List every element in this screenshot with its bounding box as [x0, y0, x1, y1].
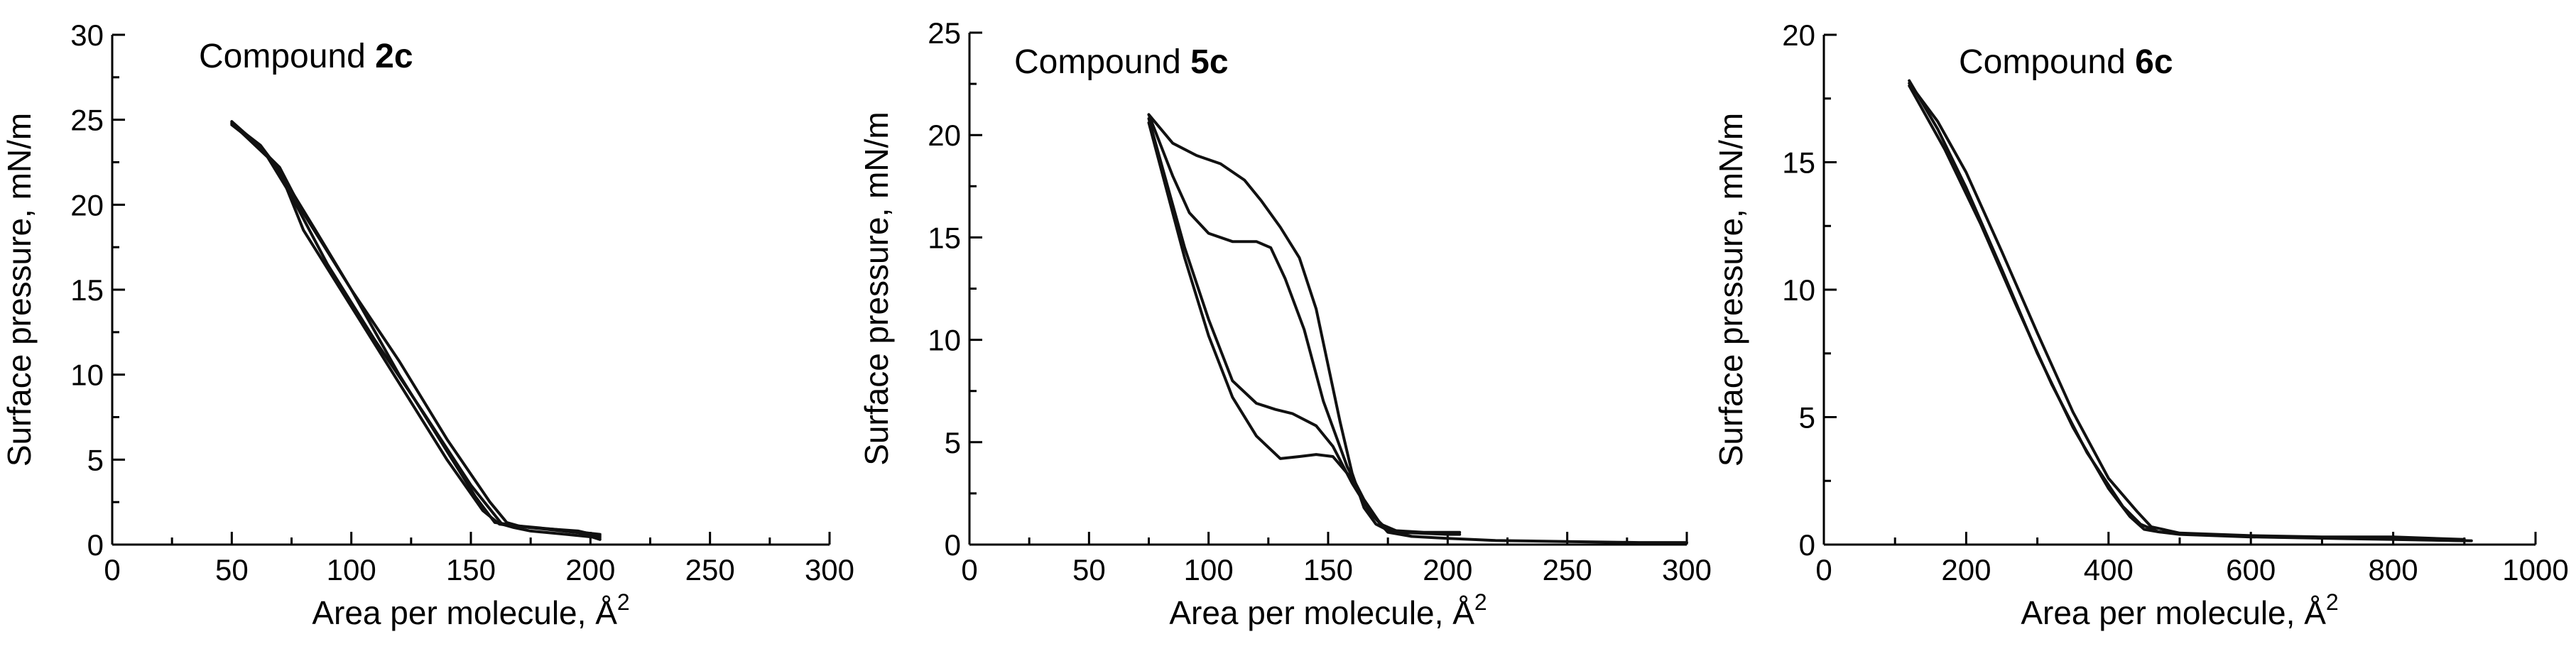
y-axis-title: Surface pressure, mN/m	[858, 111, 895, 465]
y-tick-label: 15	[928, 221, 961, 254]
y-tick-label: 15	[1782, 146, 1815, 180]
isotherm-curve-1	[1147, 113, 1462, 534]
y-tick-label: 10	[928, 324, 961, 357]
y-tick-label: 0	[945, 528, 961, 562]
x-tick-label: 150	[446, 553, 496, 586]
x-axis-title: Area per molecule, Å2	[2021, 589, 2338, 631]
x-tick-label: 100	[327, 553, 376, 586]
x-tick-label: 200	[1423, 553, 1472, 586]
y-tick-label: 5	[87, 443, 104, 476]
x-tick-label: 0	[1815, 553, 1832, 586]
y-tick-label: 20	[70, 188, 104, 222]
x-tick-label: 0	[104, 553, 120, 586]
chart-panel-1: 0 50 100 150 200 250 300 0 5 10 15 20 25 30 Area per m…	[1, 18, 854, 631]
x-tick-label: 150	[1303, 553, 1353, 586]
x-tick-label: 800	[2369, 553, 2418, 586]
isotherm-curve-5	[1410, 535, 1688, 545]
x-tick-label: 250	[1543, 553, 1592, 586]
y-tick-label: 25	[70, 104, 104, 137]
isotherm-curve-1	[1908, 79, 2466, 542]
y-tick-label: 15	[70, 273, 104, 307]
y-tick-label: 20	[1782, 18, 1815, 52]
x-tick-label: 250	[685, 553, 735, 586]
y-tick-label: 5	[945, 426, 961, 459]
y-tick-label: 0	[87, 528, 104, 562]
x-tick-label: 50	[1072, 553, 1106, 586]
isotherm-curve-4	[1147, 121, 1413, 538]
isotherm-curve-3	[1147, 117, 1413, 538]
y-axis-title: Surface pressure, mN/m	[1712, 113, 1749, 466]
y-axis-title: Surface pressure, mN/m	[1, 113, 38, 466]
x-tick-label: 1000	[2502, 553, 2568, 586]
panel-title: Compound 5c	[1014, 43, 1229, 81]
x-tick-label: 300	[805, 553, 854, 586]
y-tick-label: 20	[928, 119, 961, 152]
x-tick-label: 200	[1941, 553, 1991, 586]
isotherm-curve-3	[1908, 84, 2473, 542]
y-tick-label: 30	[70, 18, 104, 52]
x-tick-label: 100	[1184, 553, 1234, 586]
panel-title: Compound 6c	[1959, 43, 2173, 81]
x-tick-label: 200	[565, 553, 615, 586]
isotherm-curve-2	[1908, 82, 2466, 541]
chart-panel-2: 0 50 100 150 200 250 300 0 5 10 15 20 25 Area per mol…	[858, 16, 1712, 631]
x-tick-label: 600	[2226, 553, 2276, 586]
isotherm-curve-4	[230, 123, 602, 541]
y-tick-label: 0	[1799, 528, 1815, 562]
x-tick-label: 400	[2084, 553, 2134, 586]
y-tick-label: 5	[1799, 401, 1815, 435]
x-axis-title: Area per molecule, Å2	[1169, 589, 1487, 631]
x-tick-label: 0	[961, 553, 977, 586]
x-tick-label: 300	[1662, 553, 1712, 586]
y-tick-label: 10	[70, 359, 104, 392]
y-tick-label: 10	[1782, 273, 1815, 307]
x-tick-label: 50	[215, 553, 249, 586]
panel-title: Compound 2c	[199, 38, 413, 75]
y-tick-label: 25	[928, 16, 961, 50]
x-axis-title: Area per molecule, Å2	[312, 589, 629, 631]
chart-panel-3: 0 200 400 600 800 1000 0 5 10 15 20 Area per molecu…	[1712, 18, 2569, 631]
isotherm-curve-2	[1147, 113, 1462, 536]
